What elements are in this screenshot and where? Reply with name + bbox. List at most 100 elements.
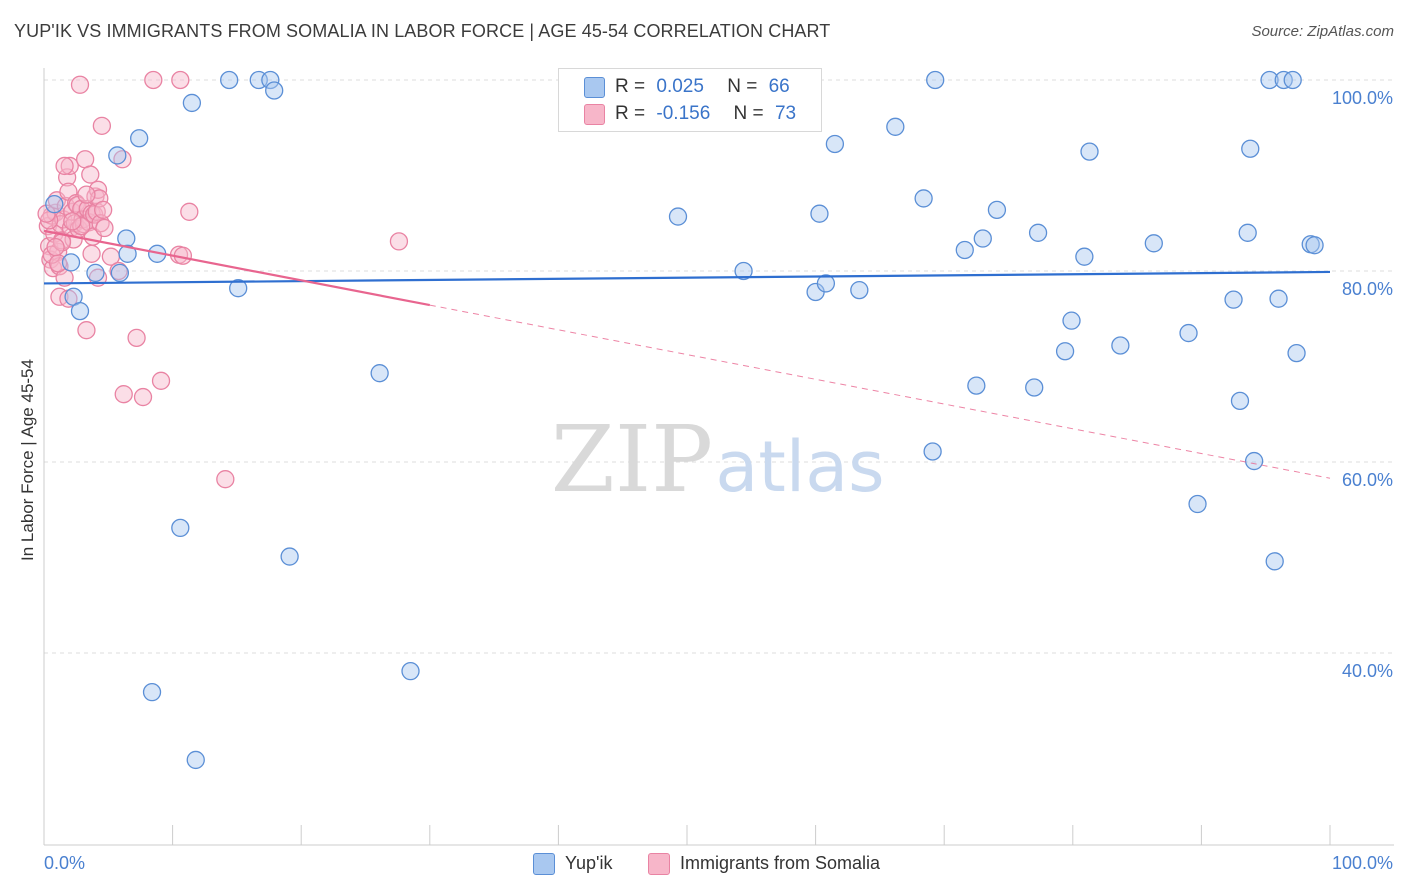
yupik-point — [1025, 378, 1044, 397]
yupik-point — [1244, 451, 1264, 471]
yupik-point — [1188, 494, 1207, 514]
yupik-point — [850, 280, 869, 300]
somalia-point — [72, 216, 91, 236]
legend-n-label: N = — [733, 103, 764, 124]
somalia-point — [77, 185, 96, 204]
yupik-point — [220, 70, 239, 90]
y-tick-label: 60.0% — [1342, 470, 1393, 490]
x-tick-label-max: 100.0% — [1332, 853, 1393, 873]
yupik-point — [86, 263, 105, 283]
somalia-point — [133, 387, 153, 407]
yupik-point — [1287, 343, 1306, 363]
yupik-point — [70, 301, 90, 321]
yupik-point — [130, 129, 149, 148]
legend-swatch-somalia — [584, 104, 605, 125]
yupik-point — [182, 93, 202, 113]
yupik-point — [1265, 552, 1284, 571]
somalia-point — [60, 156, 79, 176]
somalia-point — [127, 328, 146, 348]
legend-swatch-yupik — [584, 77, 605, 98]
yupik-point — [1241, 139, 1260, 158]
yupik-point — [668, 207, 688, 226]
somalia-point — [81, 165, 100, 184]
yupik-point — [280, 547, 299, 566]
yupik-point — [926, 70, 945, 90]
somalia-point — [51, 215, 70, 234]
yupik-point — [955, 240, 974, 260]
chart-title: YUP'IK VS IMMIGRANTS FROM SOMALIA IN LAB… — [14, 21, 831, 41]
yupik-point — [110, 263, 130, 283]
legend-r-value: 0.025 — [656, 76, 704, 97]
yupik-point — [1062, 311, 1081, 330]
legend-n-value: 66 — [768, 76, 790, 97]
somalia-point — [63, 212, 82, 231]
yupik-point — [61, 253, 81, 272]
legend-r-value: -0.156 — [656, 103, 711, 124]
somalia-point — [50, 287, 69, 306]
yupik-point — [1144, 234, 1163, 253]
yupik-point — [229, 279, 248, 298]
yupik-point — [1075, 247, 1094, 266]
yupik-point — [171, 518, 190, 538]
somalia-point — [171, 70, 190, 90]
somalia-trendline-extension — [429, 304, 1331, 479]
somalia-point — [151, 371, 171, 390]
yupik-point — [734, 261, 753, 281]
legend-label-yupik: Yup'ik — [565, 853, 613, 873]
legend-label-somalia: Immigrants from Somalia — [680, 853, 881, 873]
yupik-point — [1111, 336, 1130, 355]
yupik-point — [987, 200, 1007, 220]
somalia-point — [389, 232, 409, 251]
yupik-point — [1080, 142, 1099, 161]
yupik-point — [1269, 289, 1288, 308]
y-tick-label: 40.0% — [1342, 661, 1393, 681]
yupik-point — [973, 229, 992, 248]
somalia-point — [77, 321, 96, 340]
yupik-point — [401, 661, 420, 681]
somalia-point — [37, 204, 56, 223]
yupik-point — [1238, 223, 1257, 242]
yupik-trendline — [43, 270, 1331, 285]
yupik-point — [1230, 391, 1250, 411]
correlation-legend: R = 0.025 N = 66 R = -0.156 N = 73 — [558, 68, 822, 132]
yupik-point — [825, 134, 845, 154]
watermark-atlas: atlas — [715, 426, 884, 508]
legend-n-value: 73 — [774, 103, 797, 124]
yupik-point — [1305, 236, 1324, 255]
yupik-point — [816, 274, 836, 293]
somalia-point — [114, 385, 133, 404]
legend-swatch-yupik — [533, 853, 555, 875]
legend-swatch-somalia — [648, 853, 670, 875]
watermark-zip: ZIP — [551, 406, 713, 513]
somalia-point — [46, 237, 65, 257]
y-tick-label: 100.0% — [1332, 88, 1393, 108]
yupik-point — [108, 146, 127, 165]
somalia-point — [95, 218, 114, 238]
yupik-point — [265, 81, 284, 100]
somalia-point — [216, 470, 235, 489]
yupik-point — [886, 117, 905, 136]
yupik-point — [1179, 323, 1198, 343]
somalia-point — [76, 150, 95, 169]
yupik-point — [118, 244, 137, 263]
yupik-point — [914, 189, 933, 208]
yupik-point — [810, 204, 829, 223]
yupik-point — [1224, 290, 1243, 309]
somalia-point — [55, 156, 74, 176]
x-tick-label-min: 0.0% — [44, 853, 85, 873]
yupik-point — [1283, 70, 1302, 90]
y-tick-label: 80.0% — [1342, 279, 1393, 299]
somalia-point — [70, 75, 90, 94]
somalia-point — [94, 200, 113, 220]
yupik-point — [45, 194, 64, 214]
yupik-point — [186, 750, 205, 770]
legend-n-label: N = — [727, 76, 758, 97]
yupik-point — [1055, 342, 1075, 361]
somalia-trendline — [43, 229, 431, 307]
source-label: Source: ZipAtlas.com — [1251, 23, 1394, 40]
legend-r-label: R = — [615, 76, 646, 97]
yupik-point — [967, 376, 986, 395]
somalia-point — [87, 202, 106, 221]
yupik-point — [370, 364, 389, 383]
